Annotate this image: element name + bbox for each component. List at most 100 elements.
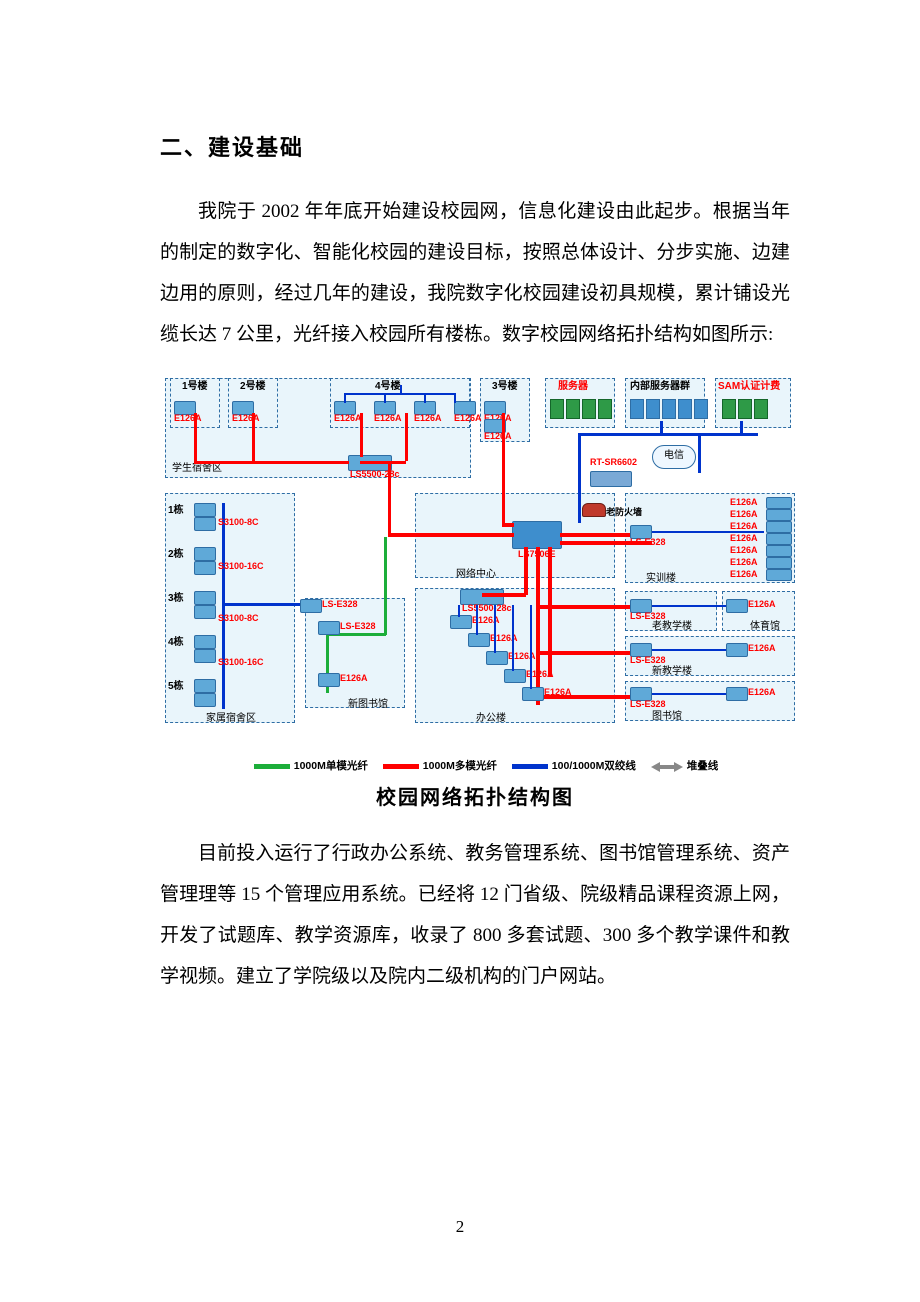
legend-utp: 100/1000M双绞线 [552,760,636,772]
switch-ls7506e-core [512,521,562,549]
family-floor-3: 3栋 [168,589,184,604]
legend-single-mode: 1000M单模光纤 [294,760,368,772]
switch-office-e126a-2 [486,651,508,665]
switch-newlib-lse328 [318,621,340,635]
switch-e126a-lib [726,687,748,701]
label-rt: RT-SR6602 [590,457,637,467]
label-family-s3100-2: S3100-8C [218,613,259,623]
diagram-legend: 1000M单模光纤 1000M多模光纤 100/1000M双绞线 堆叠线 [160,758,800,773]
zone-label-int_servers: 内部服务器群 [630,377,690,392]
paragraph-1: 我院于 2002 年年底开始建设校园网，信息化建设由此起步。根据当年的制定的数字… [160,192,790,355]
label-dorm-e126a-4: E126A [414,413,442,423]
server-icon-3 [598,399,612,419]
label-family-s3100-1: S3100-16C [218,561,264,571]
zone-family [165,493,295,723]
label-dorm-e126a-0: E126A [174,413,202,423]
zone-label-sam: SAM认证计费 [718,377,780,392]
switch-training-e126a-3 [766,533,792,545]
label-family-lse328: LS-E328 [322,599,358,609]
label-lse328-old_teach: LS-E328 [630,611,666,621]
label-dorm-e126a-3: E126A [374,413,402,423]
switch-family-2-1 [194,561,216,575]
label-newlib-e126a: E126A [340,673,368,683]
switch-family-5-0 [194,679,216,693]
zone-label-b3: 3号楼 [492,377,518,392]
label-lse328-training: LS-E328 [630,537,666,547]
server-icon-4 [630,399,644,419]
zone-label-net_center: 网络中心 [456,565,496,580]
label-firewall: 老防火墙 [606,505,642,518]
switch-family-1-0 [194,503,216,517]
switch-training-e126a-4 [766,545,792,557]
firewall-icon [582,503,606,517]
label-e126a-new_teach: E126A [748,643,776,653]
server-icon-5 [646,399,660,419]
zone-label-servers: 服务器 [558,377,588,392]
zone-label-b4: 4号楼 [375,377,401,392]
legend-multi-mode: 1000M多模光纤 [423,760,497,772]
switch-family-2-0 [194,547,216,561]
label-e126a-lib: E126A [748,687,776,697]
legend-stack: 堆叠线 [687,760,719,772]
switch-family-lse328 [300,599,322,613]
switch-e126a-old_teach [726,599,748,613]
zone-label-b1: 1号楼 [182,377,208,392]
label-family-s3100-0: S3100-8C [218,517,259,527]
switch-training-e126a-6 [766,569,792,581]
server-icon-6 [662,399,676,419]
family-floor-4: 4栋 [168,633,184,648]
server-icon-8 [694,399,708,419]
zone-label-family: 家属宿舍区 [206,709,256,724]
label-dorm-e126a-5: E126A [454,413,482,423]
server-icon-2 [582,399,596,419]
label-training-e126a-6: E126A [730,569,758,579]
switch-training-e126a-1 [766,509,792,521]
zone-label-training: 实训楼 [646,569,676,584]
network-topology-diagram: 学生宿舍区4号楼1号楼2号楼3号楼服务器内部服务器群SAM认证计费家属宿舍区新图… [160,373,800,763]
switch-office-e126a-1 [468,633,490,647]
label-e126a-old_teach: E126A [748,599,776,609]
server-icon-1 [566,399,580,419]
router-rt-sr6602 [590,471,632,487]
page-number: 2 [0,1217,920,1237]
zone-label-lib: 图书馆 [652,707,682,722]
label-training-e126a-3: E126A [730,533,758,543]
switch-training-e126a-5 [766,557,792,569]
label-training-e126a-5: E126A [730,557,758,567]
label-training-e126a-4: E126A [730,545,758,555]
switch-office-e126a-3 [504,669,526,683]
label-office-e126a-4: E126A [544,687,572,697]
server-icon-10 [738,399,752,419]
family-floor-1: 1栋 [168,501,184,516]
switch-family-4-0 [194,635,216,649]
label-dorm-e126a-7: E126A [484,431,512,441]
label-ls5500-office: LS5500-28c [462,603,512,613]
label-ls5500: LS5500-28c [350,469,400,479]
zone-label-new_lib: 新图书馆 [348,695,388,710]
switch-training-e126a-0 [766,497,792,509]
label-newlib-lse328: LS-E328 [340,621,376,631]
family-floor-5: 5栋 [168,677,184,692]
switch-office-e126a-4 [522,687,544,701]
switch-family-3-1 [194,605,216,619]
zone-label-b2: 2号楼 [240,377,266,392]
paragraph-2: 目前投入运行了行政办公系统、教务管理系统、图书馆管理系统、资产管理理等 15 个… [160,834,790,997]
telecom-cloud: 电信 [652,445,696,469]
label-training-e126a-0: E126A [730,497,758,507]
switch-e126a-new_teach [726,643,748,657]
server-icon-11 [754,399,768,419]
zone-label-office: 办公楼 [476,709,506,724]
label-dorm-e126a-1: E126A [232,413,260,423]
switch-family-4-1 [194,649,216,663]
zone-label-gym: 体育馆 [750,617,780,632]
label-family-s3100-3: S3100-16C [218,657,264,667]
switch-office-e126a-0 [450,615,472,629]
zone-new_lib [305,598,405,708]
switch-family-5-1 [194,693,216,707]
label-training-e126a-2: E126A [730,521,758,531]
server-icon-9 [722,399,736,419]
server-icon-7 [678,399,692,419]
label-dorm-e126a-2: E126A [334,413,362,423]
switch-family-3-0 [194,591,216,605]
label-lse328-lib: LS-E328 [630,699,666,709]
